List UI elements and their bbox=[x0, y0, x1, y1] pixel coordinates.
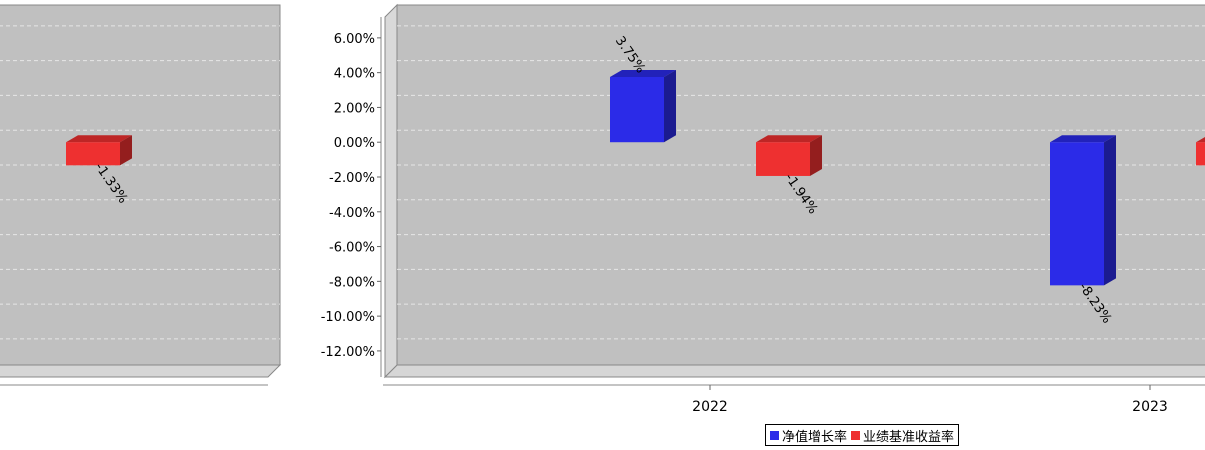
y-tick-label: 2.00% bbox=[334, 101, 375, 116]
bar-benchmark-side bbox=[810, 135, 822, 176]
plot-side-wall bbox=[384, 3, 398, 379]
y-tick-label: 0.00% bbox=[334, 136, 375, 151]
legend-label: 业绩基准收益率 bbox=[863, 429, 955, 445]
bar-benchmark-top bbox=[756, 135, 822, 143]
bar-benchmark bbox=[66, 142, 120, 166]
bar-nav-growth-top bbox=[1050, 135, 1116, 143]
y-tick-label: -6.00% bbox=[329, 241, 375, 256]
legend: 净值增长率 业绩基准收益率 bbox=[765, 424, 960, 446]
y-tick-label: -10.00% bbox=[321, 310, 375, 325]
y-tick-label: -4.00% bbox=[329, 206, 375, 221]
y-tick-label: -2.00% bbox=[329, 171, 375, 186]
y-tick-label: -12.00% bbox=[321, 345, 375, 360]
bar-benchmark-top bbox=[66, 135, 132, 143]
y-tick-label: -8.00% bbox=[329, 275, 375, 290]
bar-nav-growth bbox=[610, 77, 664, 143]
plot-floor bbox=[383, 364, 1205, 378]
bar-nav-growth bbox=[1050, 142, 1104, 286]
y-tick-label: 6.00% bbox=[334, 32, 375, 47]
legend-item-benchmark: 业绩基准收益率 bbox=[851, 426, 954, 445]
x-axis: 2022 2023 bbox=[692, 385, 1168, 415]
legend-item-nav-growth: 净值增长率 bbox=[770, 426, 847, 445]
y-tick-label: 4.00% bbox=[334, 67, 375, 82]
bar-benchmark bbox=[1196, 142, 1205, 166]
plot-panels bbox=[0, 3, 1205, 386]
plot-floor bbox=[0, 364, 282, 378]
legend-swatch-red bbox=[851, 430, 861, 440]
x-tick-label: 2022 bbox=[692, 399, 728, 415]
bar-nav-growth-side bbox=[664, 70, 676, 143]
x-tick-label: 2023 bbox=[1132, 399, 1168, 415]
y-axis: 6.00% 4.00% 2.00% 0.00% -2.00% -4.00% -6.00% -8… bbox=[321, 17, 382, 377]
legend-swatch-blue bbox=[770, 430, 779, 440]
bar-benchmark-top bbox=[1196, 136, 1205, 143]
left-plot-panel bbox=[0, 4, 281, 366]
bar-nav-growth-top bbox=[610, 70, 676, 77]
bar-benchmark-side bbox=[120, 135, 132, 166]
legend-label: 净值增长率 bbox=[782, 429, 848, 445]
bar-chart: 6.00% 4.00% 2.00% 0.00% -2.00% -4.00% -6.00% -8… bbox=[0, 3, 1205, 415]
bar-benchmark bbox=[756, 142, 810, 176]
bar-nav-growth-side bbox=[1104, 135, 1116, 286]
